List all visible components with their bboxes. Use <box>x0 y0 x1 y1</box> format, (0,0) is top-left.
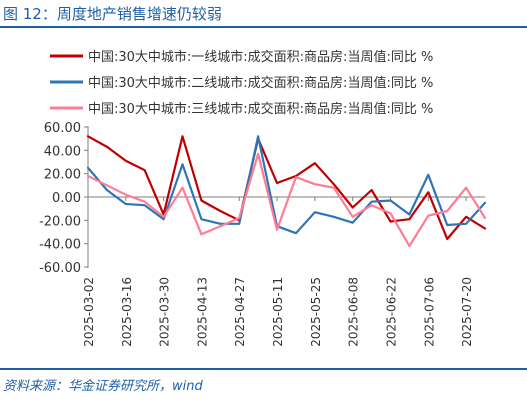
y-tick-label: -40.00 <box>39 238 81 253</box>
x-tick-label: 2025-03-30 <box>158 277 172 347</box>
y-tick-label: 0.00 <box>52 191 81 206</box>
series-line-2 <box>86 135 487 235</box>
chart-title: 图 12：周度地产销售增速仍较弱 <box>3 5 222 23</box>
legend-label: 中国:30大中城市:二线城市:成交面积:商品房:当周值:同比 % <box>88 75 433 91</box>
series-line-1 <box>86 135 487 241</box>
source-note: 资料来源：华金证券研究所，wind <box>3 379 203 394</box>
x-tick-label: 2025-06-22 <box>384 277 398 347</box>
series-line-3 <box>86 152 487 248</box>
title-divider <box>0 26 527 28</box>
chart-axes: 60.0040.0020.000.00-20.00-40.00-60.00202… <box>39 121 485 347</box>
chart-series <box>86 135 487 248</box>
legend-label: 中国:30大中城市:三线城市:成交面积:商品房:当周值:同比 % <box>88 101 433 117</box>
y-tick-label: 60.00 <box>44 121 81 136</box>
x-tick-label: 2025-03-02 <box>82 277 96 347</box>
chart-legend: 中国:30大中城市:一线城市:成交面积:商品房:当周值:同比 % 中国:30大中城… <box>50 49 433 117</box>
line-chart: 中国:30大中城市:一线城市:成交面积:商品房:当周值:同比 % 中国:30大中城… <box>39 49 487 347</box>
y-tick-label: 20.00 <box>44 168 81 183</box>
x-tick-label: 2025-07-20 <box>460 277 474 347</box>
x-tick-label: 2025-06-08 <box>347 277 361 347</box>
x-tick-label: 2025-03-16 <box>120 277 134 347</box>
x-tick-label: 2025-04-13 <box>195 277 209 347</box>
legend-label: 中国:30大中城市:一线城市:成交面积:商品房:当周值:同比 % <box>88 49 433 65</box>
x-tick-label: 2025-04-27 <box>233 277 247 347</box>
footer-divider <box>0 368 527 370</box>
x-tick-label: 2025-05-25 <box>309 277 323 347</box>
x-tick-label: 2025-07-06 <box>422 277 436 347</box>
y-tick-label: 40.00 <box>44 144 81 159</box>
y-tick-label: -20.00 <box>39 214 81 229</box>
x-tick-label: 2025-05-11 <box>271 277 285 347</box>
y-tick-label: -60.00 <box>39 261 81 276</box>
